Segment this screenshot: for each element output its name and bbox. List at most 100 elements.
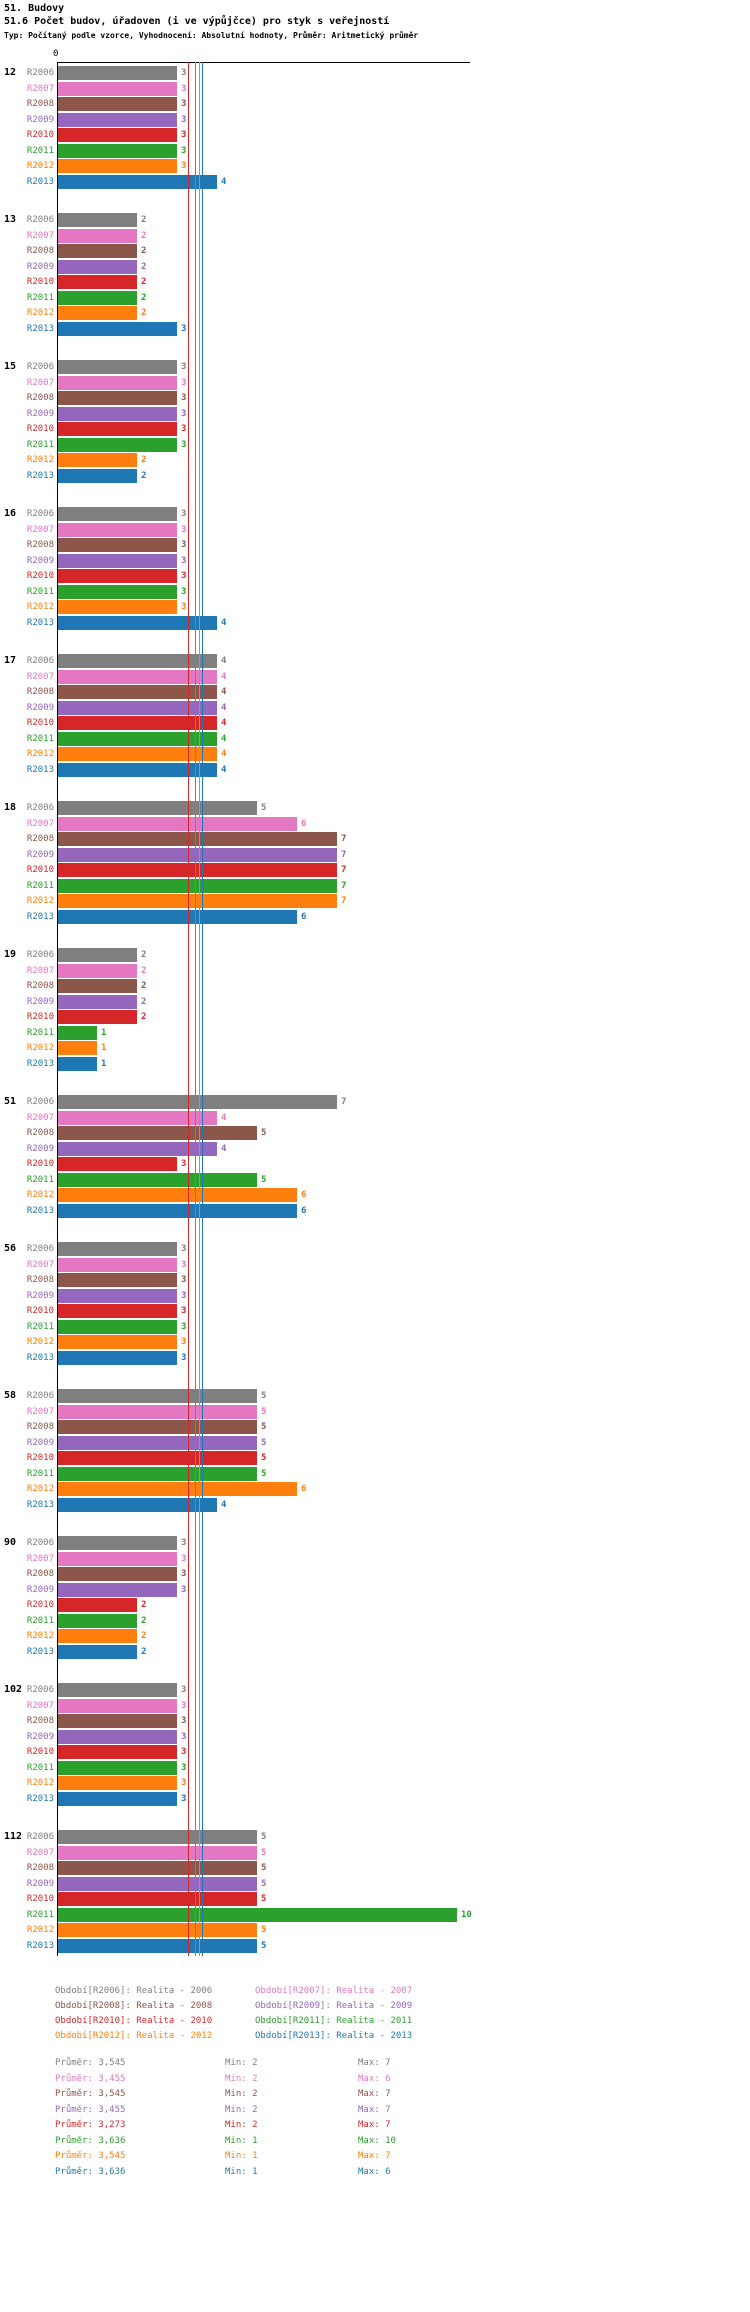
year-label: R2011 bbox=[26, 1027, 54, 1038]
year-label: R2008 bbox=[26, 834, 54, 844]
year-label: R2011 bbox=[26, 880, 54, 891]
bar bbox=[58, 1435, 257, 1450]
bar bbox=[58, 1791, 177, 1806]
stat-max: Max: 7 bbox=[358, 2058, 391, 2068]
bar-value-label: 3 bbox=[181, 1778, 187, 1788]
bar-value-label: 4 bbox=[221, 656, 227, 666]
bar bbox=[58, 112, 177, 127]
stat-max: Max: 7 bbox=[358, 2151, 391, 2161]
bar-value-label: 6 bbox=[301, 1484, 307, 1494]
bar-value-label: 5 bbox=[261, 803, 267, 813]
bar-value-label: 2 bbox=[141, 1600, 147, 1610]
bar bbox=[58, 128, 177, 142]
year-label: R2012 bbox=[26, 602, 54, 612]
bar bbox=[58, 731, 217, 746]
bar bbox=[58, 948, 137, 962]
bar-value-label: 3 bbox=[181, 114, 187, 125]
bar bbox=[58, 1567, 177, 1581]
bar-value-label: 4 bbox=[221, 176, 227, 187]
bar bbox=[58, 1335, 177, 1349]
bar bbox=[58, 437, 177, 452]
bar-value-label: 3 bbox=[181, 1584, 187, 1595]
year-label: R2013 bbox=[26, 1646, 54, 1657]
legend-item: Období[R2006]: Realita - 2006 bbox=[55, 1986, 213, 1996]
bar-value-label: 5 bbox=[261, 1453, 267, 1463]
group-label: 102 bbox=[4, 1684, 23, 1695]
year-label: R2007 bbox=[26, 1553, 54, 1564]
stat-avg: Průměr: 3,455 bbox=[55, 2073, 126, 2084]
bar bbox=[58, 1319, 177, 1334]
average-line bbox=[195, 62, 196, 1956]
year-label: R2006 bbox=[26, 950, 54, 960]
bar bbox=[58, 143, 177, 158]
bar bbox=[58, 1776, 177, 1790]
legend-item: Období[R2009]: Realita - 2009 bbox=[255, 2001, 413, 2011]
bar-value-label: 2 bbox=[141, 1615, 147, 1626]
bar bbox=[58, 275, 137, 289]
bar bbox=[58, 1095, 337, 1109]
year-label: R2013 bbox=[26, 764, 54, 775]
stat-min: Min: 1 bbox=[225, 2166, 258, 2177]
bar-value-label: 4 bbox=[221, 749, 227, 759]
year-label: R2008 bbox=[26, 1422, 54, 1432]
year-label: R2010 bbox=[26, 424, 54, 434]
bar-value-label: 3 bbox=[181, 524, 187, 535]
year-label: R2010 bbox=[26, 1306, 54, 1316]
bar bbox=[58, 878, 337, 893]
stat-avg: Průměr: 3,636 bbox=[55, 2135, 126, 2146]
average-line bbox=[188, 62, 189, 1956]
year-label: R2010 bbox=[26, 571, 54, 581]
year-label: R2011 bbox=[26, 1762, 54, 1773]
x-axis-line bbox=[57, 62, 470, 63]
year-label: R2006 bbox=[26, 362, 54, 372]
group-label: 56 bbox=[4, 1243, 17, 1254]
year-label: R2013 bbox=[26, 1058, 54, 1069]
bar-value-label: 3 bbox=[181, 1538, 187, 1548]
year-label: R2010 bbox=[26, 1012, 54, 1022]
year-label: R2013 bbox=[26, 617, 54, 628]
legend-item: Období[R2008]: Realita - 2008 bbox=[55, 2001, 213, 2011]
bar bbox=[58, 685, 217, 699]
bar-value-label: 2 bbox=[141, 1012, 147, 1022]
bar bbox=[58, 1613, 137, 1628]
page-title: 51. Budovy bbox=[4, 3, 65, 14]
year-label: R2006 bbox=[26, 1538, 54, 1548]
legend-item: Období[R2011]: Realita - 2011 bbox=[255, 2016, 413, 2026]
bar bbox=[58, 538, 177, 552]
bar bbox=[58, 1466, 257, 1481]
bar bbox=[58, 1389, 257, 1403]
year-label: R2006 bbox=[26, 1244, 54, 1254]
group-label: 17 bbox=[4, 655, 17, 666]
bar bbox=[58, 1025, 97, 1040]
bar-value-label: 7 bbox=[341, 1097, 347, 1107]
year-label: R2011 bbox=[26, 439, 54, 450]
legend-item: Období[R2013]: Realita - 2013 bbox=[255, 2031, 413, 2041]
bar bbox=[58, 716, 217, 730]
stat-avg: Průměr: 3,273 bbox=[55, 2120, 126, 2130]
bar bbox=[58, 66, 177, 80]
bar-value-label: 2 bbox=[141, 455, 147, 465]
bar bbox=[58, 979, 137, 993]
year-label: R2013 bbox=[26, 323, 54, 334]
bar-value-label: 5 bbox=[261, 1422, 267, 1432]
bar-value-label: 3 bbox=[181, 145, 187, 156]
year-label: R2010 bbox=[26, 718, 54, 728]
chart-subtitle: 51.6 Počet budov, úřadoven (i ve výpůjčc… bbox=[4, 16, 390, 27]
bar-value-label: 3 bbox=[181, 1553, 187, 1564]
year-label: R2009 bbox=[26, 1584, 54, 1595]
year-label: R2008 bbox=[26, 1569, 54, 1579]
group-label: 15 bbox=[4, 361, 17, 372]
year-label: R2011 bbox=[26, 733, 54, 744]
year-label: R2009 bbox=[26, 1143, 54, 1154]
bar bbox=[58, 1110, 217, 1125]
legend-item: Období[R2012]: Realita - 2012 bbox=[55, 2031, 213, 2041]
stat-avg: Průměr: 3,545 bbox=[55, 2058, 126, 2068]
bar-value-label: 3 bbox=[181, 1159, 187, 1169]
bar-value-label: 3 bbox=[181, 1259, 187, 1270]
year-label: R2008 bbox=[26, 1275, 54, 1285]
bar-value-label: 3 bbox=[181, 424, 187, 434]
bar bbox=[58, 321, 177, 336]
year-label: R2010 bbox=[26, 130, 54, 140]
year-label: R2013 bbox=[26, 1940, 54, 1951]
